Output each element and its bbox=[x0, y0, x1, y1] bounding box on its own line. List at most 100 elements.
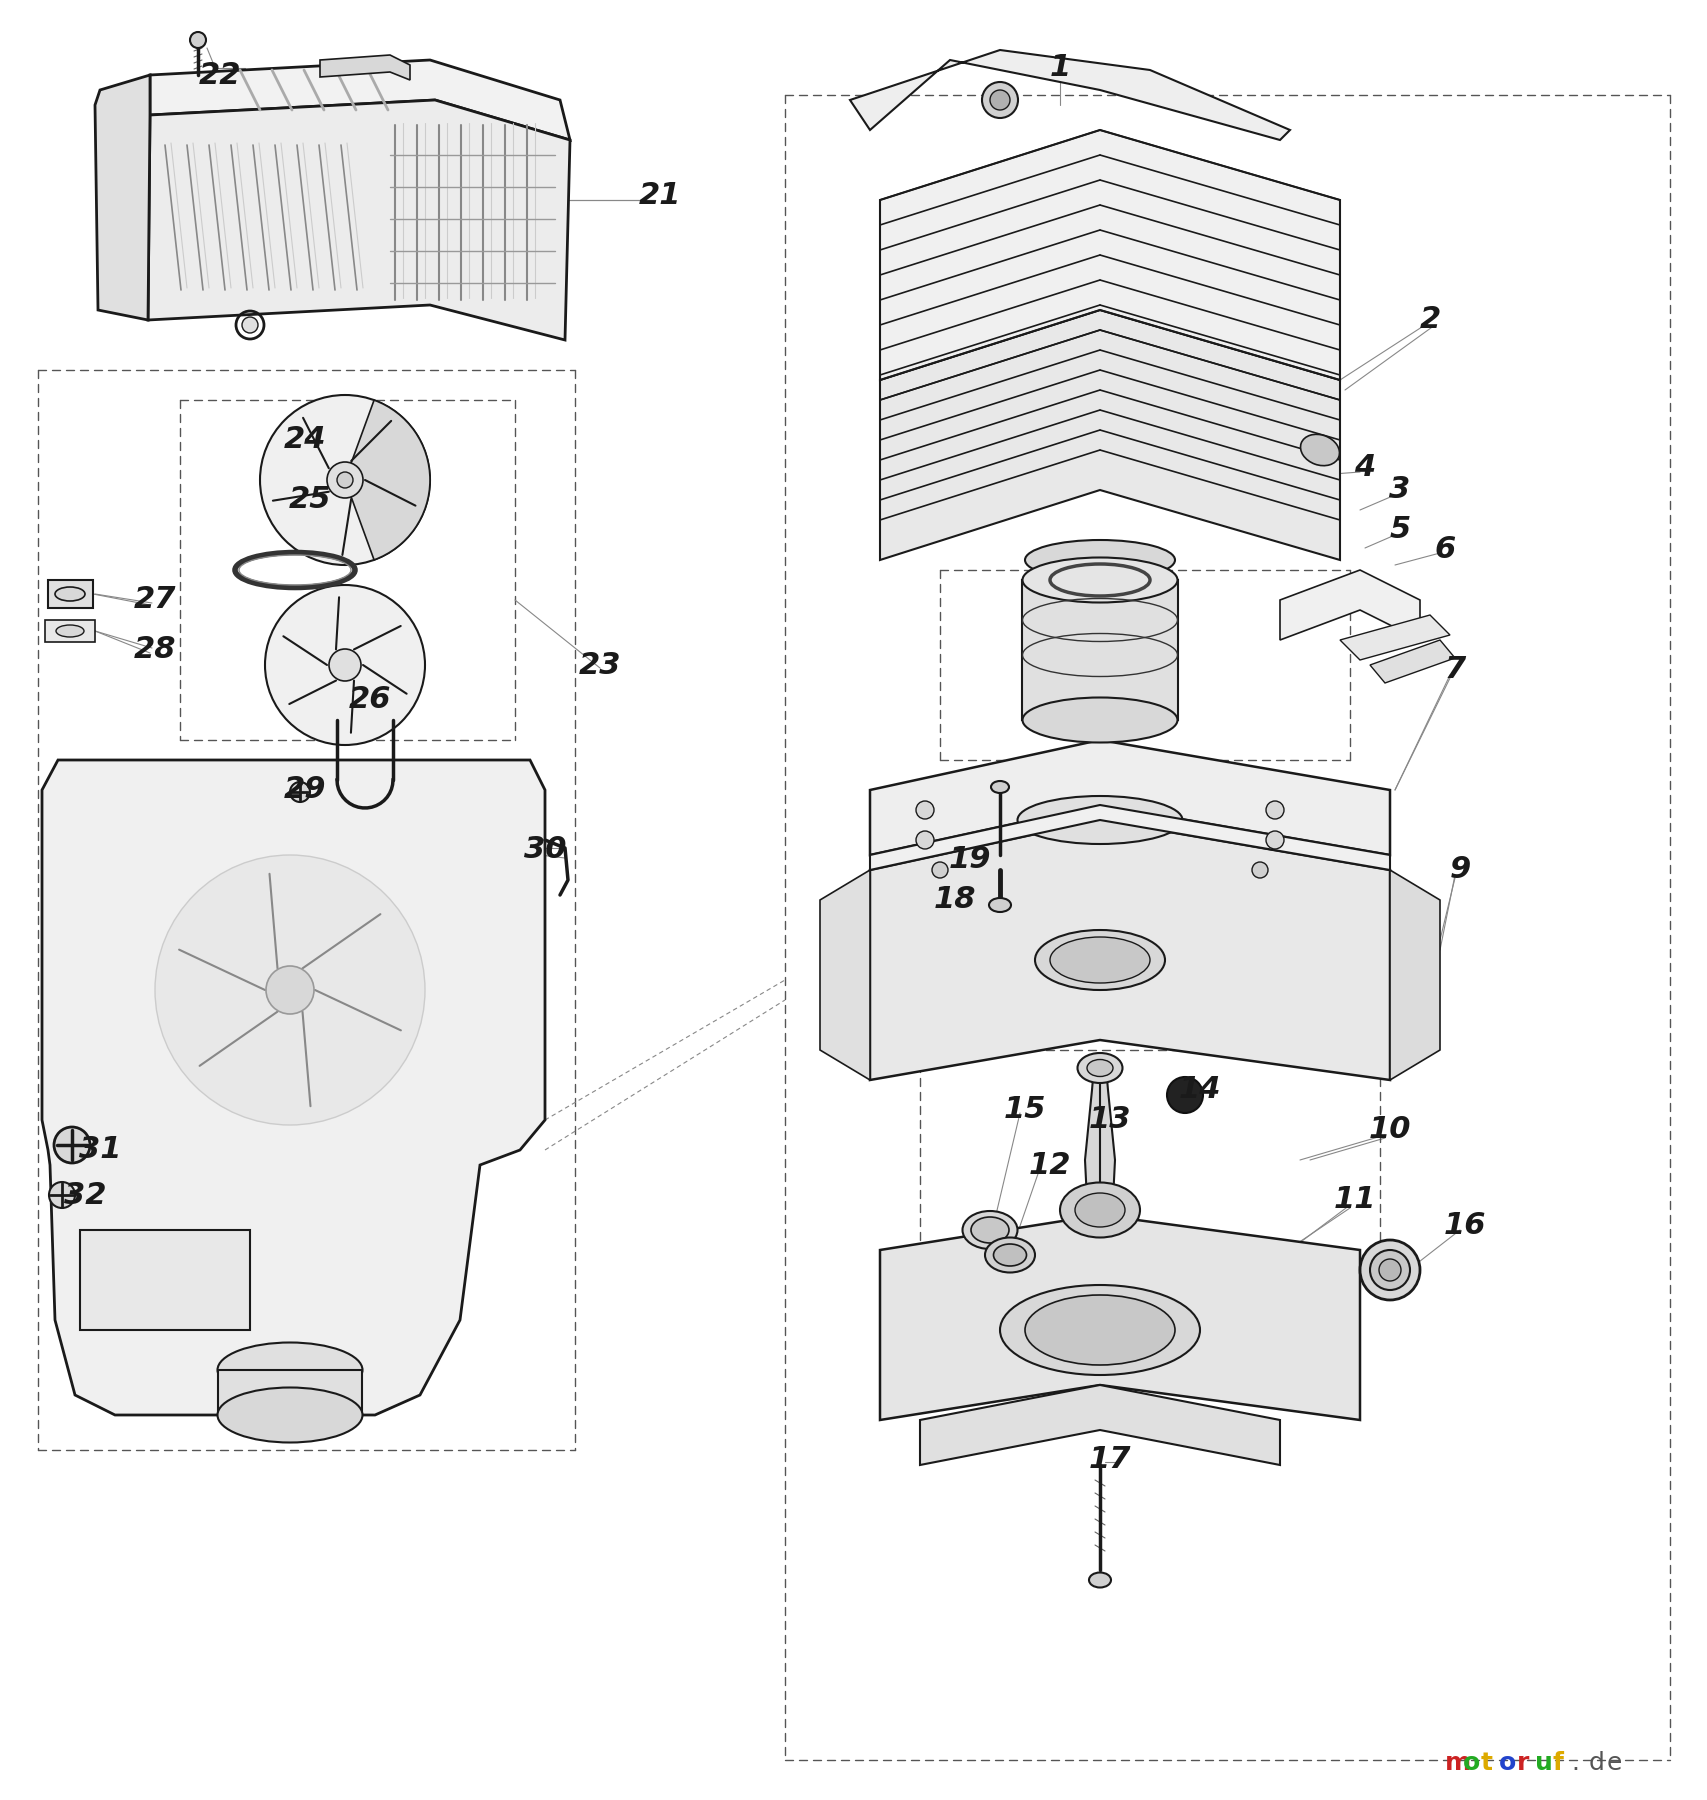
Circle shape bbox=[55, 1127, 90, 1163]
Circle shape bbox=[242, 317, 258, 333]
Ellipse shape bbox=[1022, 697, 1176, 742]
Circle shape bbox=[259, 394, 430, 565]
Polygon shape bbox=[850, 50, 1289, 140]
Ellipse shape bbox=[999, 1285, 1200, 1375]
Circle shape bbox=[1265, 801, 1284, 819]
Circle shape bbox=[932, 862, 947, 878]
Text: 27: 27 bbox=[133, 585, 176, 614]
Text: m: m bbox=[1444, 1751, 1470, 1775]
Circle shape bbox=[1166, 1076, 1202, 1112]
Ellipse shape bbox=[985, 1238, 1034, 1273]
Polygon shape bbox=[1279, 571, 1419, 641]
Polygon shape bbox=[319, 56, 410, 79]
Text: r: r bbox=[1516, 1751, 1528, 1775]
Ellipse shape bbox=[1024, 1294, 1174, 1364]
Text: 9: 9 bbox=[1449, 855, 1470, 884]
Text: 16: 16 bbox=[1442, 1210, 1485, 1240]
Text: 13: 13 bbox=[1087, 1105, 1130, 1134]
Text: 11: 11 bbox=[1333, 1186, 1376, 1215]
Ellipse shape bbox=[55, 587, 85, 601]
Text: 22: 22 bbox=[198, 61, 241, 90]
Ellipse shape bbox=[217, 1388, 362, 1442]
Ellipse shape bbox=[1299, 434, 1338, 466]
Polygon shape bbox=[879, 1215, 1359, 1420]
Polygon shape bbox=[96, 76, 150, 320]
Polygon shape bbox=[869, 821, 1389, 1080]
Bar bbox=[48, 580, 92, 608]
Ellipse shape bbox=[1378, 1258, 1400, 1282]
Polygon shape bbox=[879, 130, 1340, 380]
Polygon shape bbox=[879, 310, 1340, 560]
Text: 17: 17 bbox=[1087, 1445, 1130, 1474]
Polygon shape bbox=[43, 760, 545, 1415]
Polygon shape bbox=[218, 1370, 362, 1415]
Text: f: f bbox=[1552, 1751, 1564, 1775]
Text: u: u bbox=[1535, 1751, 1552, 1775]
Circle shape bbox=[266, 967, 314, 1013]
Circle shape bbox=[336, 472, 353, 488]
Circle shape bbox=[1265, 832, 1284, 850]
Ellipse shape bbox=[1050, 938, 1149, 983]
Text: 24: 24 bbox=[283, 425, 326, 454]
Circle shape bbox=[326, 463, 364, 499]
Circle shape bbox=[50, 1183, 75, 1208]
Text: 14: 14 bbox=[1178, 1075, 1221, 1105]
Polygon shape bbox=[1369, 641, 1454, 682]
Circle shape bbox=[982, 83, 1017, 119]
Text: 29: 29 bbox=[283, 776, 326, 805]
Circle shape bbox=[915, 832, 934, 850]
Circle shape bbox=[329, 650, 360, 680]
Polygon shape bbox=[1389, 869, 1439, 1080]
Text: o: o bbox=[1463, 1751, 1480, 1775]
Text: 10: 10 bbox=[1367, 1116, 1410, 1145]
Ellipse shape bbox=[990, 781, 1009, 794]
Ellipse shape bbox=[988, 898, 1011, 913]
Polygon shape bbox=[150, 59, 570, 140]
Ellipse shape bbox=[1034, 931, 1164, 990]
Polygon shape bbox=[869, 740, 1389, 855]
Text: 2: 2 bbox=[1419, 306, 1439, 335]
Text: 18: 18 bbox=[934, 886, 976, 914]
Polygon shape bbox=[920, 1384, 1279, 1465]
Text: 7: 7 bbox=[1444, 655, 1465, 684]
Polygon shape bbox=[1340, 616, 1449, 661]
Text: 25: 25 bbox=[288, 486, 331, 515]
Text: 19: 19 bbox=[947, 846, 990, 875]
Text: 5: 5 bbox=[1388, 515, 1410, 544]
Text: 3: 3 bbox=[1388, 475, 1410, 504]
Text: 32: 32 bbox=[63, 1181, 106, 1210]
Polygon shape bbox=[1021, 580, 1178, 720]
Ellipse shape bbox=[963, 1211, 1017, 1249]
Text: 1: 1 bbox=[1048, 54, 1070, 83]
Circle shape bbox=[290, 781, 309, 803]
Ellipse shape bbox=[993, 1244, 1026, 1265]
Ellipse shape bbox=[1022, 558, 1176, 603]
Text: t: t bbox=[1480, 1751, 1492, 1775]
Circle shape bbox=[1251, 862, 1267, 878]
Text: d: d bbox=[1588, 1751, 1605, 1775]
Text: 30: 30 bbox=[524, 835, 567, 864]
Ellipse shape bbox=[1024, 540, 1174, 580]
Ellipse shape bbox=[1359, 1240, 1419, 1300]
Text: .: . bbox=[1570, 1751, 1577, 1775]
Ellipse shape bbox=[1077, 1053, 1121, 1084]
Polygon shape bbox=[1084, 1055, 1115, 1220]
Ellipse shape bbox=[217, 1343, 362, 1397]
Polygon shape bbox=[819, 869, 869, 1080]
Ellipse shape bbox=[971, 1217, 1009, 1244]
Bar bbox=[80, 1229, 249, 1330]
Text: o: o bbox=[1499, 1751, 1516, 1775]
Text: 4: 4 bbox=[1354, 454, 1374, 482]
Text: 26: 26 bbox=[348, 686, 391, 715]
Text: 31: 31 bbox=[79, 1136, 121, 1165]
Ellipse shape bbox=[1369, 1249, 1410, 1291]
Ellipse shape bbox=[1086, 1060, 1113, 1076]
Polygon shape bbox=[869, 805, 1389, 869]
Ellipse shape bbox=[1017, 796, 1181, 844]
Ellipse shape bbox=[1060, 1183, 1139, 1238]
Text: 23: 23 bbox=[579, 650, 621, 679]
Ellipse shape bbox=[1074, 1193, 1125, 1228]
Text: 15: 15 bbox=[1004, 1096, 1046, 1125]
Ellipse shape bbox=[1089, 1573, 1110, 1588]
Text: 6: 6 bbox=[1434, 536, 1454, 565]
